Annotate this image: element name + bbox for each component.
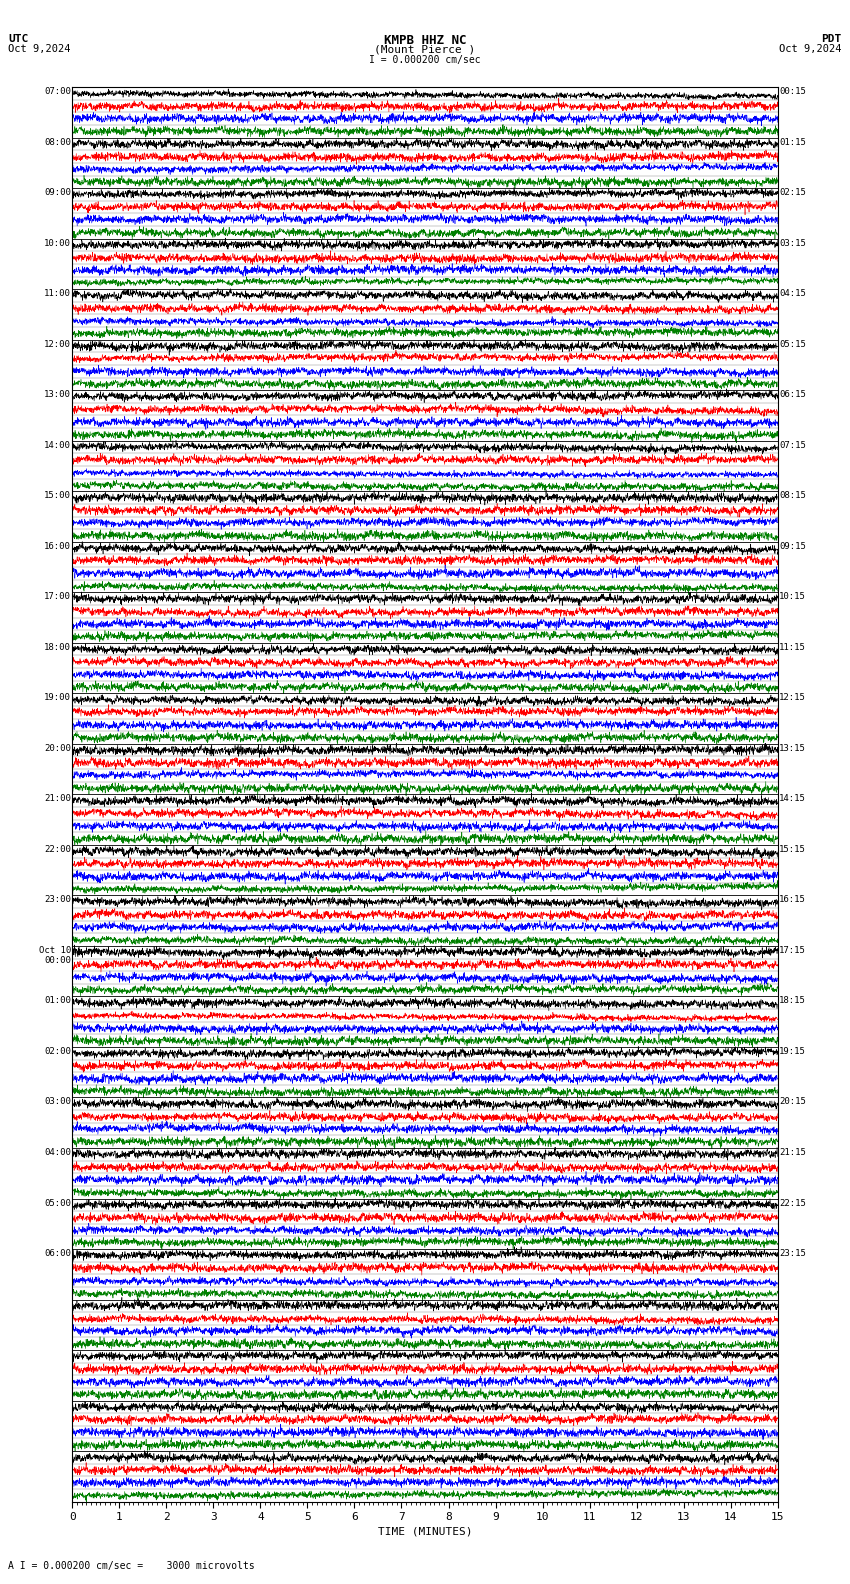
Text: 16:00: 16:00 — [44, 542, 71, 551]
Text: 05:00: 05:00 — [44, 1199, 71, 1207]
Text: 14:00: 14:00 — [44, 440, 71, 450]
Text: 12:15: 12:15 — [779, 694, 806, 702]
Text: 09:15: 09:15 — [779, 542, 806, 551]
Text: 17:00: 17:00 — [44, 592, 71, 602]
Text: 19:00: 19:00 — [44, 694, 71, 702]
Text: 08:15: 08:15 — [779, 491, 806, 501]
Text: 04:15: 04:15 — [779, 290, 806, 298]
Text: 18:15: 18:15 — [779, 996, 806, 1006]
Text: 10:15: 10:15 — [779, 592, 806, 602]
Text: 19:15: 19:15 — [779, 1047, 806, 1057]
Text: 13:15: 13:15 — [779, 744, 806, 752]
Text: 11:15: 11:15 — [779, 643, 806, 653]
Text: PDT: PDT — [821, 33, 842, 44]
Text: 16:15: 16:15 — [779, 895, 806, 904]
Text: 09:00: 09:00 — [44, 188, 71, 196]
Text: Oct 10
00:00: Oct 10 00:00 — [38, 946, 71, 965]
Text: 20:00: 20:00 — [44, 744, 71, 752]
Text: I = 0.000200 cm/sec: I = 0.000200 cm/sec — [369, 54, 481, 65]
Text: 13:00: 13:00 — [44, 390, 71, 399]
Text: 02:00: 02:00 — [44, 1047, 71, 1057]
Text: 01:15: 01:15 — [779, 138, 806, 147]
Text: 22:00: 22:00 — [44, 844, 71, 854]
Text: 23:00: 23:00 — [44, 895, 71, 904]
X-axis label: TIME (MINUTES): TIME (MINUTES) — [377, 1527, 473, 1536]
Text: (Mount Pierce ): (Mount Pierce ) — [374, 44, 476, 54]
Text: 08:00: 08:00 — [44, 138, 71, 147]
Text: A I = 0.000200 cm/sec =    3000 microvolts: A I = 0.000200 cm/sec = 3000 microvolts — [8, 1562, 255, 1571]
Text: 21:15: 21:15 — [779, 1148, 806, 1156]
Text: 03:00: 03:00 — [44, 1098, 71, 1107]
Text: 03:15: 03:15 — [779, 239, 806, 247]
Text: 10:00: 10:00 — [44, 239, 71, 247]
Text: UTC: UTC — [8, 33, 29, 44]
Text: 20:15: 20:15 — [779, 1098, 806, 1107]
Text: 06:15: 06:15 — [779, 390, 806, 399]
Text: 15:15: 15:15 — [779, 844, 806, 854]
Text: KMPB HHZ NC: KMPB HHZ NC — [383, 33, 467, 48]
Text: 02:15: 02:15 — [779, 188, 806, 196]
Text: 23:15: 23:15 — [779, 1250, 806, 1258]
Text: 05:15: 05:15 — [779, 339, 806, 348]
Text: Oct 9,2024: Oct 9,2024 — [8, 44, 71, 54]
Text: 21:00: 21:00 — [44, 794, 71, 803]
Text: 12:00: 12:00 — [44, 339, 71, 348]
Text: 18:00: 18:00 — [44, 643, 71, 653]
Text: 07:15: 07:15 — [779, 440, 806, 450]
Text: 01:00: 01:00 — [44, 996, 71, 1006]
Text: 04:00: 04:00 — [44, 1148, 71, 1156]
Text: 14:15: 14:15 — [779, 794, 806, 803]
Text: 17:15: 17:15 — [779, 946, 806, 955]
Text: 00:15: 00:15 — [779, 87, 806, 97]
Text: 07:00: 07:00 — [44, 87, 71, 97]
Text: 06:00: 06:00 — [44, 1250, 71, 1258]
Text: 22:15: 22:15 — [779, 1199, 806, 1207]
Text: 15:00: 15:00 — [44, 491, 71, 501]
Text: Oct 9,2024: Oct 9,2024 — [779, 44, 842, 54]
Text: 11:00: 11:00 — [44, 290, 71, 298]
